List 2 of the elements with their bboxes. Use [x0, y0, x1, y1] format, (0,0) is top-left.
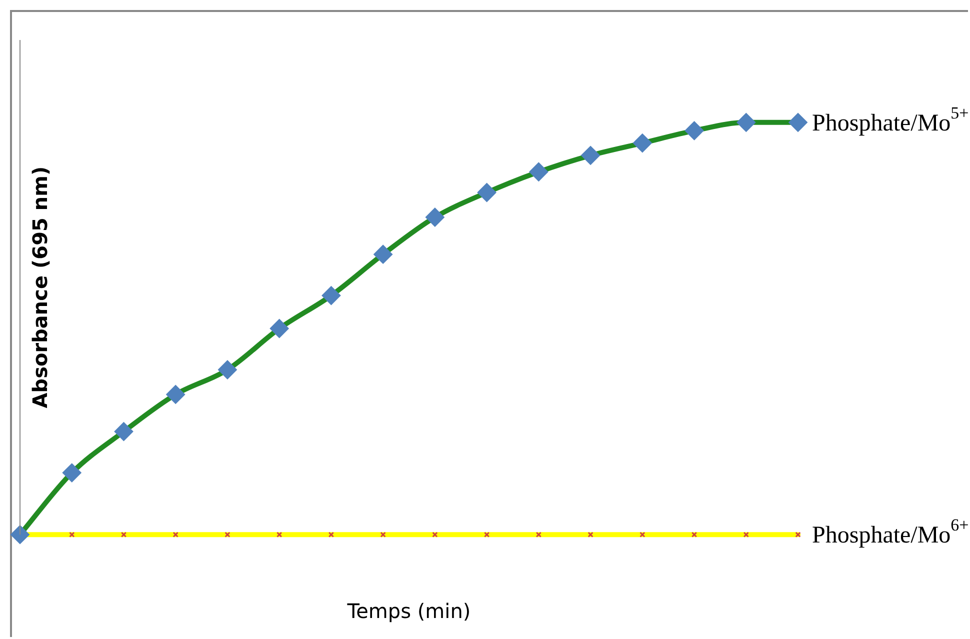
y-axis-title: Absorbance (695 nm) [28, 166, 52, 408]
x-axis-title: Temps (min) [346, 599, 471, 624]
